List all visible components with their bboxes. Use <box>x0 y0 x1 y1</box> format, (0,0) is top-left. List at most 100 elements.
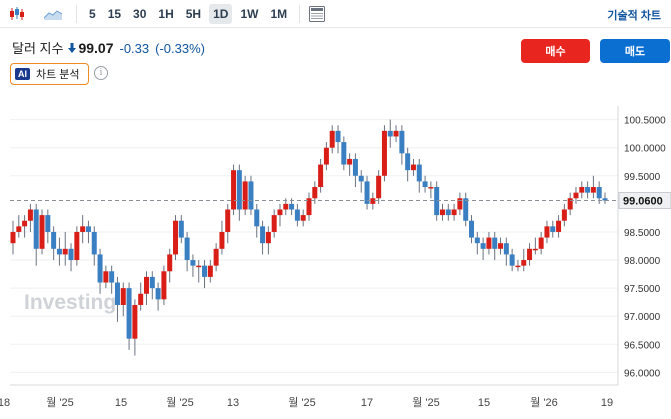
candle-body <box>352 158 358 176</box>
candlestick-icon[interactable] <box>6 3 28 25</box>
ai-chart-analysis-button[interactable]: AI 차트 분석 <box>10 63 89 85</box>
candle-body <box>289 203 295 210</box>
technical-chart-link[interactable]: 기술적 차트 <box>607 10 661 22</box>
candle-body <box>550 226 556 232</box>
candle-body <box>428 187 434 189</box>
candle-body <box>381 130 387 176</box>
candle-body <box>213 248 219 266</box>
timeframe-1m[interactable]: 1M <box>270 6 288 21</box>
candle-body <box>39 215 45 249</box>
candle-body <box>56 248 62 255</box>
y-tick-label: 97.0000 <box>624 312 661 323</box>
sell-button[interactable]: 매도 <box>600 39 670 63</box>
candle-body <box>370 198 376 204</box>
y-tick-label: 98.0000 <box>624 256 661 267</box>
candle-body <box>10 231 16 244</box>
candle-body <box>103 271 109 283</box>
candle-body <box>538 237 544 249</box>
candle-body <box>300 215 306 221</box>
candle-body <box>585 187 591 193</box>
candle-body <box>509 254 515 266</box>
candle-body <box>341 142 347 165</box>
candle-body <box>457 198 463 210</box>
current-price-label: 99.0600 <box>623 196 663 208</box>
candle-body <box>178 220 184 238</box>
price-change-percent: (-0.33%) <box>155 41 205 56</box>
timeframe-5[interactable]: 5 <box>89 6 96 21</box>
candle-body <box>277 209 283 216</box>
timeframe-1w[interactable]: 1W <box>240 6 259 21</box>
candle-body <box>532 248 538 251</box>
info-icon[interactable]: i <box>94 66 108 80</box>
candle-body <box>347 158 353 165</box>
chart-toolbar: 5 15 30 1H 5H 1D 1W 1M 기술적 차트 <box>0 0 671 28</box>
candle-body <box>387 130 393 137</box>
candle-body <box>422 181 428 188</box>
candle-body <box>45 215 51 232</box>
timeframe-1h[interactable]: 1H <box>158 6 174 21</box>
x-tick-label: 월 '25 <box>166 396 194 409</box>
down-arrow-icon <box>68 40 77 58</box>
candle-body <box>27 209 33 221</box>
candle-body <box>364 181 370 204</box>
instrument-header: 달러 지수 99.07 -0.33 (-0.33%) <box>12 38 205 58</box>
candle-body <box>196 265 202 268</box>
candle-body <box>323 147 329 165</box>
x-tick-label: 15 <box>478 397 490 409</box>
candle-body <box>260 226 266 244</box>
candle-body <box>155 288 161 300</box>
candle-body <box>51 231 57 249</box>
candle-body <box>503 243 509 255</box>
x-tick-label: 월 '25 <box>46 396 74 409</box>
price-chart[interactable]: Investing 100.5000 100.0000 99.5000 98.5000… <box>0 100 671 419</box>
candle-body <box>138 293 144 305</box>
candle-body <box>190 260 196 266</box>
x-tick-label: 17 <box>361 397 373 409</box>
candle-body <box>312 187 318 199</box>
timeframe-5h[interactable]: 5H <box>185 6 202 21</box>
timeframe-15[interactable]: 15 <box>107 6 122 21</box>
timeframe-30[interactable]: 30 <box>133 6 147 21</box>
candle-body <box>97 254 103 283</box>
candle-body <box>126 288 132 339</box>
x-tick-label: 13 <box>227 397 239 409</box>
ai-chart-analysis-label: 차트 분석 <box>36 69 80 81</box>
candle-body <box>469 220 475 238</box>
candle-body <box>474 237 480 244</box>
table-view-icon[interactable] <box>306 3 328 25</box>
buy-button[interactable]: 매수 <box>521 39 590 63</box>
candle-body <box>579 187 585 193</box>
candle-body <box>590 187 596 193</box>
candle-body <box>498 243 504 249</box>
candle-body <box>271 215 277 232</box>
candle-body <box>393 130 399 137</box>
candle-body <box>410 164 416 171</box>
candle-body <box>161 271 167 300</box>
candle-body <box>120 288 126 305</box>
y-tick-label: 99.5000 <box>624 172 661 183</box>
current-price-tag <box>618 192 671 210</box>
investing-watermark: Investing <box>24 291 116 314</box>
candle-body <box>173 220 179 255</box>
candle-body <box>184 237 190 261</box>
candle-body <box>480 243 486 249</box>
candle-body <box>335 130 341 143</box>
candle-body <box>376 175 382 199</box>
candle-body <box>515 265 521 268</box>
candle-body <box>202 265 208 277</box>
candle-body <box>318 164 324 188</box>
y-tick-label: 100.5000 <box>624 116 666 127</box>
x-tick-label: 월 '25 <box>412 396 440 409</box>
area-chart-icon[interactable] <box>42 3 64 25</box>
timeframe-1d[interactable]: 1D <box>209 3 233 24</box>
candle-body <box>254 209 260 227</box>
y-tick-label: 97.5000 <box>624 284 661 295</box>
y-tick-label: 96.5000 <box>624 340 661 351</box>
candle-body <box>219 231 225 249</box>
candle-body <box>236 170 242 210</box>
candle-body <box>439 209 445 216</box>
candle-body <box>561 209 567 221</box>
candle-body <box>231 170 237 210</box>
candle-body <box>143 276 149 294</box>
candle-body <box>544 226 550 238</box>
